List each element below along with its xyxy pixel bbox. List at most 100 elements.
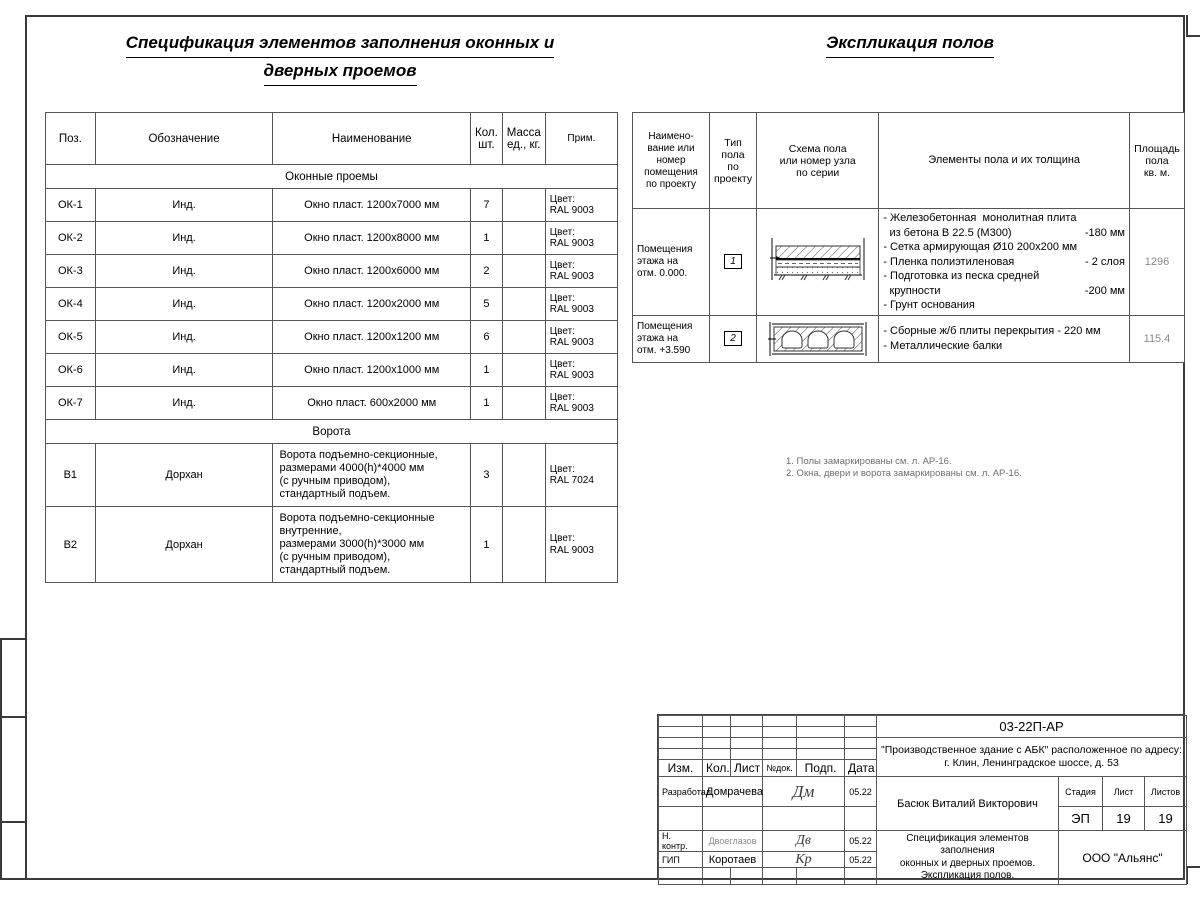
cell-floor-type: 1 xyxy=(708,208,758,316)
col-header-pos: Поз. xyxy=(45,112,96,165)
floor-type-badge: 1 xyxy=(724,254,742,270)
floor-notes: 1. Полы замаркированы см. л. АР-16. 2. О… xyxy=(786,456,1022,480)
stamp-blank-cell xyxy=(844,748,877,760)
col-header-mass: Масса ед., кг. xyxy=(501,112,546,165)
cell-position: ОК-3 xyxy=(45,254,96,288)
floor-element-label: - Сетка армирующая Ø10 200x200 мм xyxy=(883,241,1078,253)
col-header-note: Прим. xyxy=(544,112,619,165)
stamp-blank-cell xyxy=(796,748,845,760)
cell-designation: Дорхан xyxy=(94,506,274,583)
note-color-value: RAL 9003 xyxy=(549,271,594,282)
floor-element-thickness xyxy=(1117,298,1125,313)
stamp-blank-row-2 xyxy=(658,726,1187,738)
floor-scheme-slab-on-grade xyxy=(769,237,865,281)
floor-element-label: - Грунт основания xyxy=(883,299,975,311)
floor-element-thickness xyxy=(1117,211,1125,226)
cell-quantity: 2 xyxy=(470,254,503,288)
note-color-label: Цвет: xyxy=(549,358,575,370)
table-row: ОК-5 Инд. Окно пласт. 1200x1200 мм 6 Цвет: RA… xyxy=(45,320,619,354)
stamp-col-list: Лист xyxy=(730,759,763,777)
customer-name: Басюк Виталий Викторович xyxy=(876,776,1059,831)
binding-margin-strip xyxy=(0,638,25,880)
stamp-col-izm: Изм. xyxy=(658,759,703,777)
cell-name: Окно пласт. 1200x1000 мм xyxy=(272,353,472,387)
note-color-label: Цвет: xyxy=(549,533,575,544)
table-row: В1 Дорхан Ворота подъемно-секционные, разме… xyxy=(45,443,619,507)
cell-position: ОК-1 xyxy=(45,188,96,222)
floor-element-thickness xyxy=(1117,269,1125,284)
section-row-windows-label: Оконные проемы xyxy=(45,164,618,189)
title-block-stamp: 03-22П-АР "Производственное здание с А xyxy=(657,714,1188,885)
company-name: ООО "Альянс" xyxy=(1057,830,1188,885)
stamp-signature-normcontrol: Дв xyxy=(762,830,845,852)
cell-quantity: 3 xyxy=(470,443,503,507)
cell-note: Цвет: RAL 9003 xyxy=(544,221,619,255)
note-color-value: RAL 9003 xyxy=(549,205,594,216)
col-header-floor-scheme: Схема пола или номер узла по серии xyxy=(756,112,880,209)
floor-type-badge: 2 xyxy=(724,331,742,346)
table-row: ОК-4 Инд. Окно пласт. 1200x2000 мм 5 Цвет: RA… xyxy=(45,287,619,321)
sheet-title-line3: Экспликация полов. xyxy=(920,870,1015,881)
cell-mass xyxy=(501,221,546,255)
cell-position: ОК-7 xyxy=(45,386,96,420)
stamp-blank-row-3: "Производственное здание с АБК" располож… xyxy=(658,737,1188,777)
cell-designation: Инд. xyxy=(94,353,274,387)
note-color-label: Цвет: xyxy=(549,226,575,238)
cell-quantity: 1 xyxy=(470,353,503,387)
cell-mass xyxy=(501,353,546,387)
stamp-blank-cell xyxy=(658,715,703,727)
floor-element-line: - Железобетонная монолитная плита xyxy=(883,211,1125,226)
stamp-blank-cell xyxy=(844,726,877,738)
cell-note: Цвет: RAL 9003 xyxy=(544,287,619,321)
note-color-value: RAL 9003 xyxy=(549,403,594,414)
stamp-blank-cell xyxy=(658,726,703,738)
note-color-label: Цвет: xyxy=(549,259,575,271)
cell-designation: Инд. xyxy=(94,287,274,321)
cell-designation: Дорхан xyxy=(94,443,274,507)
specification-title: Спецификация элементов заполнения оконны… xyxy=(60,30,620,86)
cell-floor-type: 2 xyxy=(708,314,758,363)
cell-quantity: 7 xyxy=(470,188,503,222)
sheet-value: 19 xyxy=(1102,806,1145,831)
section-row-gates-label: Ворота xyxy=(45,419,618,444)
cell-floor-elements: - Железобетонная монолитная плита из бет… xyxy=(878,208,1130,316)
col-header-room-name: Наимено-вание или номер помещения по проект… xyxy=(632,112,710,209)
stamp-blank-cell xyxy=(702,726,731,738)
stamp-blank-row-4 xyxy=(658,748,1187,760)
note-color-value: RAL 9003 xyxy=(549,337,594,348)
sheet-title-line1: Спецификация элементов заполнения xyxy=(906,832,1029,857)
stamp-role-gip: ГИП xyxy=(658,851,703,868)
table-row: В2 Дорхан Ворота подъемно-секционные внутре… xyxy=(45,506,619,583)
specification-table: Поз. Обозначение Наименование Кол. шт. М… xyxy=(45,112,619,583)
floor-element-line: - Металлические балки xyxy=(883,339,1125,354)
floor-element-label: из бетона В 22.5 (М300) xyxy=(883,226,1012,239)
stamp-blank-cell xyxy=(730,867,763,885)
note-color-value: RAL 7024 xyxy=(549,475,594,486)
cell-quantity: 1 xyxy=(470,386,503,420)
floor-scheme-hollow-core-slab xyxy=(767,321,867,356)
stamp-date-normcontrol: 05.22 xyxy=(844,830,877,852)
stamp-blank-cell xyxy=(762,748,797,760)
cell-quantity: 6 xyxy=(470,320,503,354)
note-color-value: RAL 9003 xyxy=(549,544,594,556)
col-header-floor-elements: Элементы пола и их толщина xyxy=(878,112,1130,209)
stamp-blank-cell xyxy=(844,715,877,727)
note-color-label: Цвет: xyxy=(549,463,575,475)
section-row-windows: Оконные проемы xyxy=(45,164,618,189)
note-color-label: Цвет: xyxy=(549,292,575,304)
cell-name: Окно пласт. 1200x8000 мм xyxy=(272,221,472,255)
floor-element-thickness: -180 мм xyxy=(1084,226,1125,239)
cell-designation: Инд. xyxy=(94,386,274,420)
stamp-blank-cell xyxy=(702,748,731,760)
cell-name: Окно пласт. 600x2000 мм xyxy=(272,386,472,420)
floor-element-label: - Подготовка из песка средней xyxy=(883,270,1040,282)
sheets-label: Листов xyxy=(1143,776,1188,807)
stamp-col-podp: Подп. xyxy=(796,759,845,777)
binding-cell-2 xyxy=(2,718,25,823)
stamp-col-data: Дата xyxy=(844,759,877,777)
stage-label: Стадия xyxy=(1058,776,1103,807)
stamp-col-ndok: №док. xyxy=(762,759,797,777)
note-color-label: Цвет: xyxy=(549,391,575,403)
binding-cell-3 xyxy=(2,823,25,882)
cell-mass xyxy=(501,443,546,507)
